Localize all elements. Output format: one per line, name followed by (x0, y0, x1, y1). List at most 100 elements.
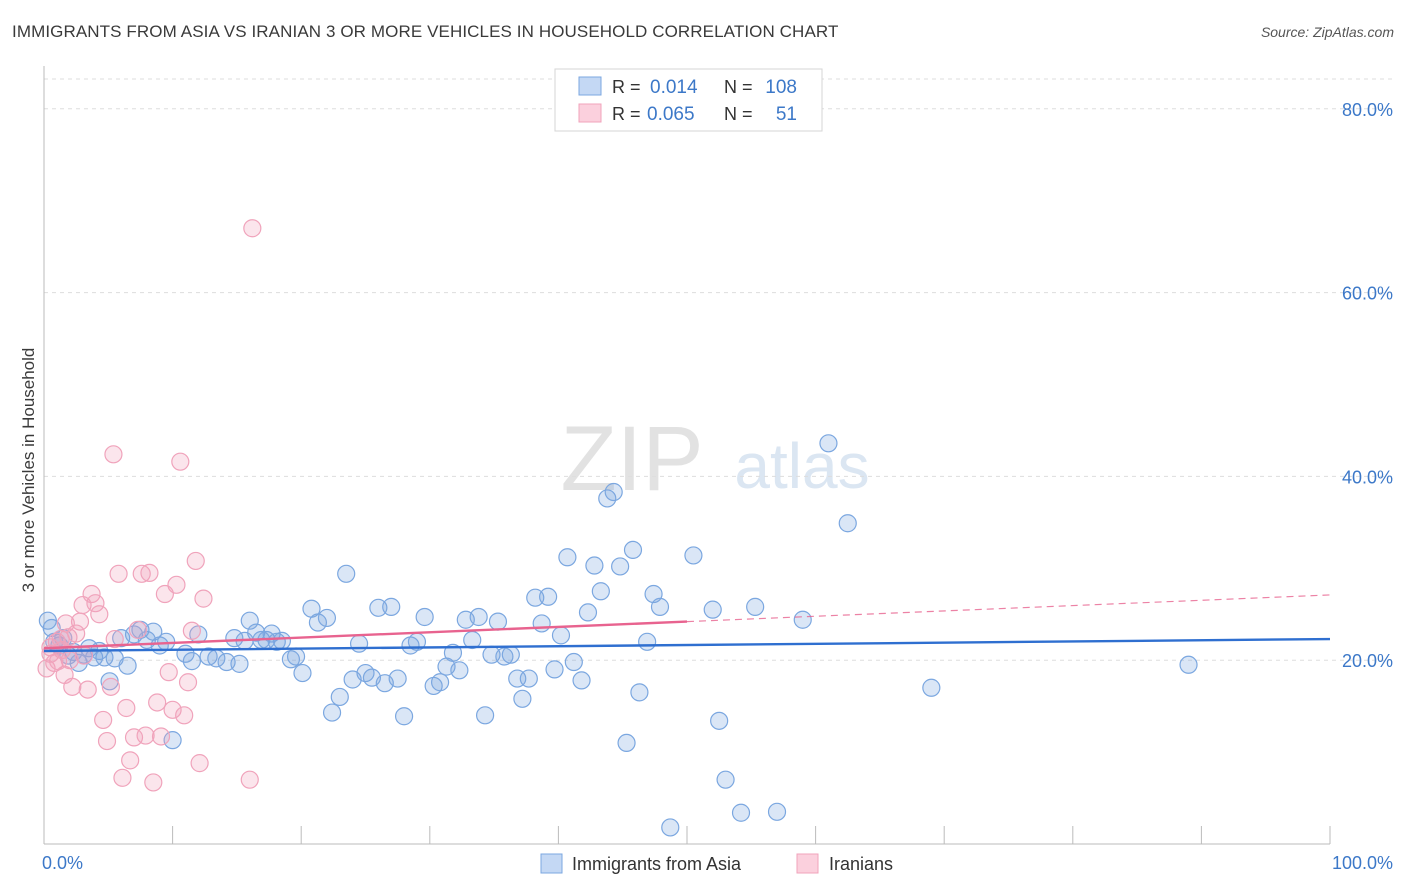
point-immigrants-from-asia (337, 564, 356, 583)
point-iranians (178, 673, 198, 692)
point-immigrants-from-asia (281, 650, 301, 669)
point-iranians (132, 564, 151, 583)
point-iranians (140, 563, 159, 582)
point-iranians (63, 677, 82, 696)
point-iranians (109, 564, 128, 583)
point-immigrants-from-asia (475, 706, 495, 725)
point-iranians (136, 726, 155, 745)
point-iranians (182, 621, 201, 640)
point-immigrants-from-asia (349, 634, 369, 653)
point-iranians (175, 706, 194, 725)
point-immigrants-from-asia (684, 546, 703, 565)
legend-bottom-label-asia: Immigrants from Asia (572, 854, 742, 874)
point-immigrants-from-asia (578, 603, 598, 622)
point-immigrants-from-asia (551, 626, 571, 645)
point-iranians (243, 219, 262, 238)
point-iranians (167, 575, 186, 594)
point-immigrants-from-asia (922, 678, 941, 697)
point-immigrants-from-asia (532, 614, 551, 633)
watermark-atlas: atlas (734, 430, 869, 502)
point-immigrants-from-asia (604, 482, 623, 502)
point-iranians (124, 728, 144, 747)
point-iranians (94, 710, 113, 730)
legend-bottom-label-iranians: Iranians (829, 854, 893, 874)
y-tick-label: 40.0% (1342, 467, 1393, 487)
point-iranians (171, 452, 190, 471)
legend-r-value: 0.014 (650, 77, 698, 98)
point-immigrants-from-asia (308, 613, 328, 632)
legend-n-value: 108 (765, 77, 797, 98)
point-immigrants-from-asia (317, 608, 337, 628)
point-immigrants-from-asia (495, 647, 514, 666)
source-label: Source: ZipAtlas.com (1260, 24, 1394, 40)
point-immigrants-from-asia (539, 587, 558, 606)
point-immigrants-from-asia (163, 731, 182, 750)
point-immigrants-from-asia (286, 647, 306, 666)
point-immigrants-from-asia (330, 687, 349, 707)
point-immigrants-from-asia (793, 610, 812, 629)
point-immigrants-from-asia (558, 548, 577, 567)
point-immigrants-from-asia (585, 556, 604, 575)
point-iranians (56, 614, 75, 633)
point-immigrants-from-asia (650, 597, 670, 616)
point-immigrants-from-asia (630, 683, 649, 702)
legend-r-label: R = (612, 104, 641, 124)
legend-top: R = 0.014 N = 108 R = 0.065 N = 51 (554, 68, 823, 132)
legend-n-value: 51 (776, 104, 797, 125)
point-immigrants-from-asia (526, 588, 545, 607)
point-iranians (186, 551, 205, 571)
axes (43, 66, 1331, 845)
point-iranians (78, 680, 97, 699)
point-immigrants-from-asia (443, 643, 463, 662)
point-immigrants-from-asia (638, 632, 657, 651)
point-iranians (190, 754, 209, 773)
point-immigrants-from-asia (388, 669, 407, 688)
point-immigrants-from-asia (356, 663, 375, 683)
chart-title: IMMIGRANTS FROM ASIA VS IRANIAN 3 OR MOR… (12, 22, 839, 41)
point-immigrants-from-asia (519, 669, 538, 688)
point-immigrants-from-asia (710, 711, 729, 730)
point-iranians (121, 751, 140, 770)
point-immigrants-from-asia (545, 660, 564, 679)
point-iranians (105, 629, 124, 649)
trend-line-iranians (43, 620, 688, 650)
grid (44, 78, 1395, 661)
point-iranians (240, 770, 259, 789)
x-tick-label: 0.0% (42, 853, 83, 873)
y-tick-label: 20.0% (1342, 651, 1393, 671)
point-immigrants-from-asia (369, 598, 388, 617)
point-iranians (159, 663, 178, 682)
point-immigrants-from-asia (611, 557, 630, 576)
point-immigrants-from-asia (767, 802, 787, 821)
point-immigrants-from-asia (501, 645, 520, 664)
legend-swatch-asia (578, 76, 602, 96)
point-immigrants-from-asia (394, 707, 414, 726)
point-immigrants-from-asia (564, 652, 583, 672)
trend-lines (43, 594, 1331, 653)
point-immigrants-from-asia (591, 582, 610, 601)
legend-bottom-swatch-asia (540, 853, 563, 874)
point-iranians (151, 727, 171, 746)
legend-r-value: 0.065 (647, 104, 695, 125)
point-iranians (101, 677, 120, 696)
point-immigrants-from-asia (513, 689, 532, 708)
point-immigrants-from-asia (230, 654, 249, 673)
x-tick-label: 100.0% (1332, 853, 1393, 873)
point-immigrants-from-asia (415, 607, 434, 627)
legend-bottom: Immigrants from Asia Iranians (540, 853, 893, 874)
point-immigrants-from-asia (118, 656, 137, 675)
point-immigrants-from-asia (488, 612, 508, 631)
point-immigrants-from-asia (716, 770, 735, 789)
point-immigrants-from-asia (838, 514, 857, 533)
point-immigrants-from-asia (703, 600, 722, 619)
point-immigrants-from-asia (617, 733, 636, 753)
point-iranians (144, 773, 163, 792)
point-immigrants-from-asia (1179, 655, 1198, 674)
point-immigrants-from-asia (322, 703, 342, 722)
point-immigrants-from-asia (661, 818, 680, 837)
point-immigrants-from-asia (450, 661, 469, 680)
point-iranians (128, 620, 147, 639)
point-iranians (148, 693, 167, 712)
point-immigrants-from-asia (225, 629, 244, 648)
scatter-points (37, 219, 1198, 837)
